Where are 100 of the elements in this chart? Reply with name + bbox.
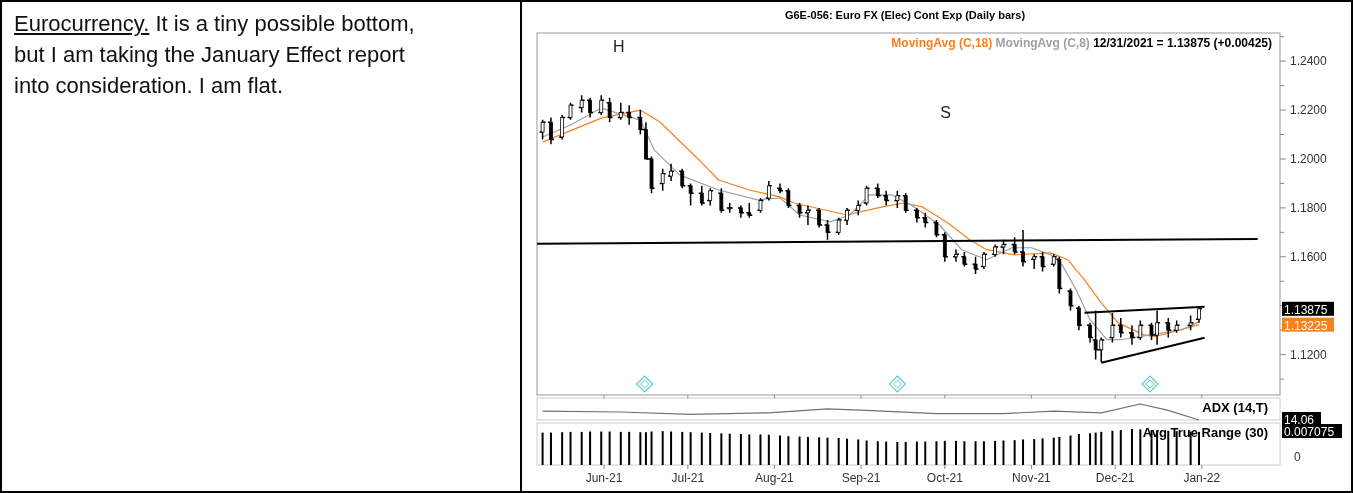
bar	[915, 441, 918, 465]
candlestick	[766, 180, 771, 202]
bar	[549, 432, 552, 465]
candlestick	[864, 185, 869, 207]
text: MovingAvg (C,18)	[891, 36, 996, 50]
bar	[896, 441, 899, 465]
bar	[1111, 430, 1114, 465]
candlestick	[954, 248, 958, 263]
bar	[720, 433, 723, 465]
text: 0.007075	[1284, 425, 1335, 439]
bar	[1069, 435, 1072, 465]
text: MovingAvg (C,8)	[995, 36, 1094, 50]
bar	[846, 438, 849, 465]
bar	[857, 439, 860, 465]
bar	[1052, 437, 1055, 465]
bar	[1058, 436, 1061, 465]
bar	[818, 437, 821, 465]
candlestick	[875, 182, 880, 199]
bar	[1130, 429, 1133, 465]
bar	[639, 432, 642, 465]
bar	[561, 432, 564, 465]
bar	[661, 431, 664, 465]
candlestick	[973, 256, 978, 275]
candlestick	[719, 187, 724, 214]
chart-title: ADX (14,T)	[1202, 400, 1268, 415]
bar	[994, 440, 997, 465]
candlestick	[560, 114, 565, 141]
bar	[1167, 430, 1170, 465]
bar	[1198, 431, 1200, 465]
text: 0	[1294, 450, 1301, 464]
candlestick	[895, 190, 900, 209]
candlestick	[540, 119, 545, 141]
candlestick	[1032, 253, 1037, 270]
bar	[600, 431, 603, 465]
candlestick	[708, 187, 713, 207]
candlestick	[627, 104, 632, 126]
bar	[1022, 439, 1025, 465]
chart-title: G6E-056: Euro FX (Elec) Cont Exp (Daily bars)	[784, 9, 1026, 21]
candlestick	[817, 207, 822, 229]
bar	[935, 441, 938, 465]
bar	[689, 432, 692, 465]
bar	[1033, 439, 1036, 465]
bar	[644, 432, 647, 465]
x-tick-label: Jan-22	[1183, 471, 1221, 485]
candlestick	[1076, 304, 1081, 331]
candlestick	[1166, 317, 1171, 339]
bar	[924, 441, 927, 465]
x-tick-label: Dec-21	[1095, 471, 1135, 485]
bar	[628, 431, 631, 465]
candlestick	[1068, 287, 1073, 312]
y-tick-label: 1.2400	[1290, 54, 1328, 69]
bar	[650, 431, 653, 465]
candlestick	[962, 251, 967, 268]
annotation: H	[612, 38, 625, 55]
bar	[837, 438, 840, 465]
candlestick	[660, 168, 665, 192]
annotation: 12/31/2021 = 1.13875 (+0.00425)	[1093, 36, 1272, 50]
candlestick	[923, 212, 928, 229]
candlestick	[845, 207, 849, 226]
bar	[1013, 440, 1016, 465]
candlestick	[568, 101, 573, 121]
bar	[1041, 438, 1044, 465]
bar	[1094, 432, 1097, 465]
bar	[541, 432, 544, 465]
candlestick	[1040, 251, 1045, 273]
candlestick	[884, 190, 889, 207]
candlestick	[797, 202, 802, 219]
y-tick-label: 1.1800	[1290, 200, 1328, 215]
bar	[943, 440, 946, 465]
bar	[681, 431, 684, 465]
y-tick-label: 1.1600	[1290, 249, 1328, 264]
x-tick-label: Oct-21	[926, 471, 964, 485]
candlestick	[680, 168, 685, 190]
candlestick	[1174, 319, 1179, 334]
bar	[798, 436, 801, 465]
bar	[963, 441, 966, 465]
candlestick	[688, 182, 693, 207]
candlestick	[1138, 319, 1143, 341]
bar	[885, 441, 888, 465]
candlestick	[579, 94, 584, 114]
x-tick-label: Sep-21	[841, 471, 881, 485]
text: Eurocurrency.	[14, 11, 150, 36]
y-tick-label: 1.2000	[1290, 151, 1328, 166]
bar	[806, 436, 809, 465]
x-tick-label: Jun-21	[585, 471, 623, 485]
x-tick-label: Jul-21	[671, 471, 705, 485]
bar	[1100, 431, 1103, 465]
bar	[1077, 434, 1080, 465]
bar	[1119, 430, 1122, 465]
candlestick	[786, 187, 791, 209]
candlestick	[836, 216, 841, 236]
bar	[580, 431, 583, 465]
bar	[619, 431, 622, 465]
bar	[767, 434, 770, 465]
bar	[759, 434, 762, 465]
bar	[700, 432, 703, 465]
bar	[589, 431, 592, 465]
candlestick	[618, 101, 623, 121]
bar	[787, 436, 790, 465]
bar	[608, 431, 611, 465]
